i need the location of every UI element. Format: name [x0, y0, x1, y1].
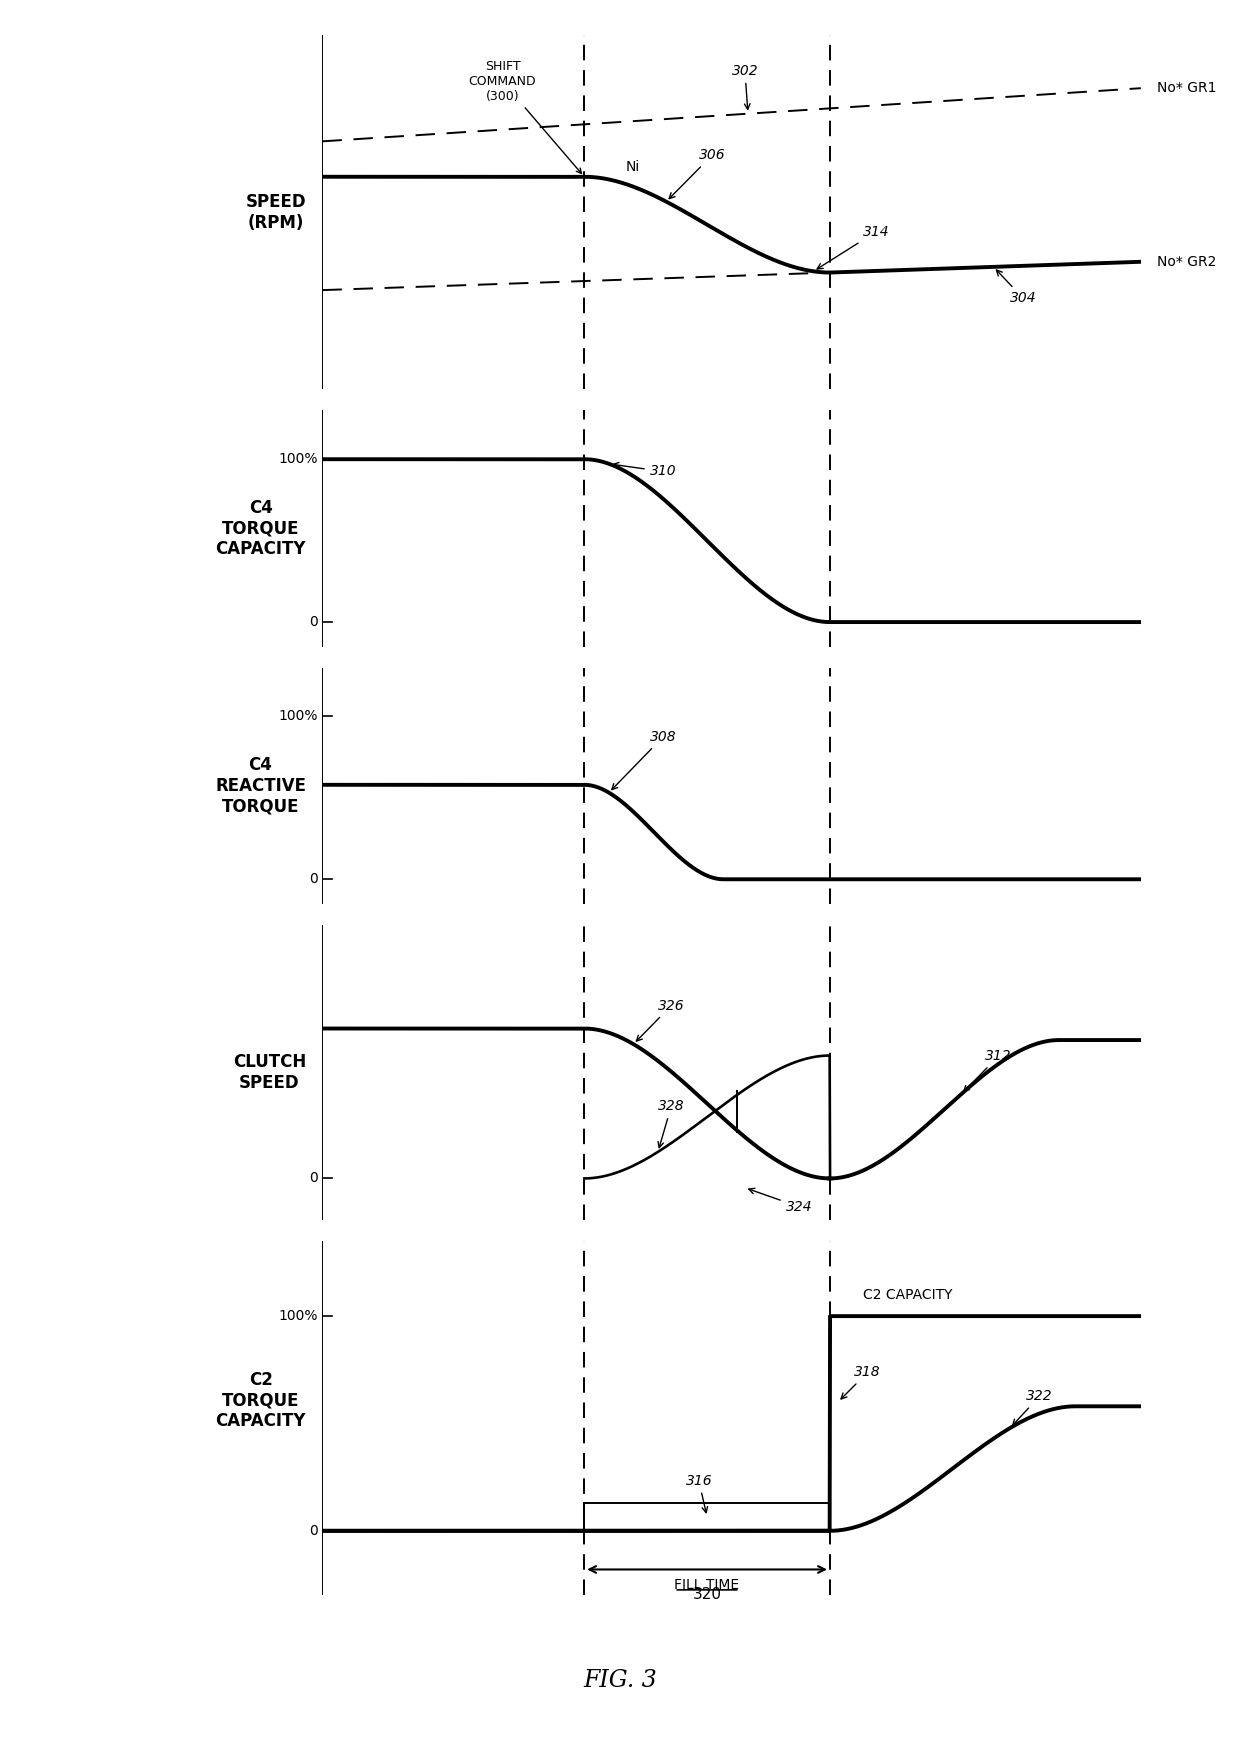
Text: 324: 324 [749, 1189, 812, 1213]
Text: 308: 308 [611, 729, 676, 789]
Text: 0: 0 [310, 1523, 319, 1537]
Text: 322: 322 [1013, 1390, 1053, 1425]
Text: SPEED
(RPM): SPEED (RPM) [246, 193, 306, 231]
Text: C2 CAPACITY: C2 CAPACITY [863, 1288, 952, 1302]
Text: 304: 304 [997, 270, 1037, 305]
Text: 326: 326 [636, 999, 684, 1041]
Text: 328: 328 [658, 1099, 684, 1148]
Text: 312: 312 [963, 1048, 1012, 1092]
Text: FIG. 3: FIG. 3 [583, 1669, 657, 1692]
Text: 306: 306 [670, 149, 725, 198]
Text: C4
TORQUE
CAPACITY: C4 TORQUE CAPACITY [216, 498, 306, 557]
Text: 302: 302 [732, 63, 758, 109]
Text: 0: 0 [310, 1171, 319, 1185]
Text: C4
REACTIVE
TORQUE: C4 REACTIVE TORQUE [215, 756, 306, 815]
Text: Ni: Ni [625, 160, 640, 174]
Text: 100%: 100% [279, 452, 319, 466]
Text: 0: 0 [310, 615, 319, 629]
Text: CLUTCH
SPEED: CLUTCH SPEED [233, 1054, 306, 1092]
Text: 316: 316 [686, 1474, 712, 1513]
Text: 100%: 100% [279, 710, 319, 724]
Text: No* GR1: No* GR1 [1157, 81, 1216, 95]
Text: SHIFT
COMMAND
(300): SHIFT COMMAND (300) [469, 60, 582, 174]
Text: No* GR2: No* GR2 [1157, 254, 1216, 268]
Text: 310: 310 [613, 463, 676, 479]
Text: 314: 314 [817, 224, 889, 268]
Text: 100%: 100% [279, 1309, 319, 1324]
Text: FILL TIME: FILL TIME [675, 1578, 739, 1592]
Text: 0: 0 [310, 873, 319, 887]
Text: 320: 320 [693, 1586, 722, 1602]
Text: 318: 318 [841, 1366, 880, 1399]
Text: C2
TORQUE
CAPACITY: C2 TORQUE CAPACITY [216, 1371, 306, 1430]
